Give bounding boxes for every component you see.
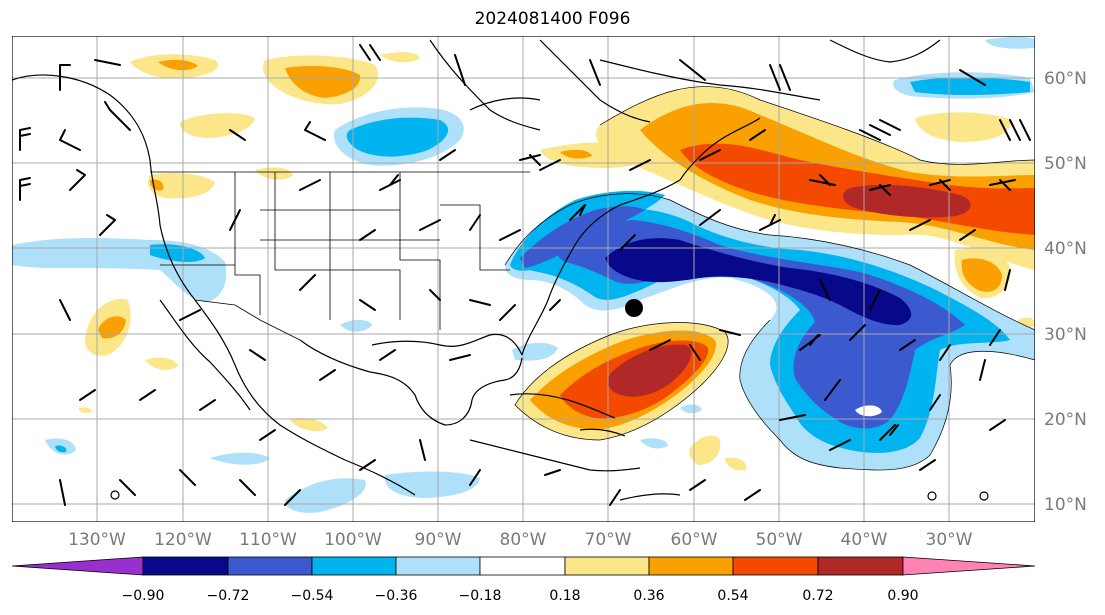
lon-label: 60°W [671, 530, 718, 550]
colorbar-tick: 0.72 [802, 588, 833, 604]
positive-anomaly-shading [78, 52, 1035, 471]
colorbar-tick: −0.54 [291, 588, 334, 604]
coastlines [12, 39, 989, 501]
colorbar-segment [732, 556, 819, 576]
storm-position-marker [625, 299, 643, 317]
colorbar-segment [479, 556, 566, 576]
negative-anomaly-shading [12, 37, 1035, 513]
lon-label: 90°W [415, 530, 462, 550]
lat-label: 50°N [1044, 154, 1087, 174]
map-panel [12, 36, 1035, 522]
colorbar-tick: 0.54 [717, 588, 748, 604]
lon-label: 70°W [585, 530, 632, 550]
graticule [12, 36, 1035, 522]
colorbar [11, 556, 1036, 576]
colorbar-tick: 0.36 [633, 588, 664, 604]
lon-label: 30°W [926, 530, 973, 550]
colorbar-tick: −0.72 [207, 588, 250, 604]
colorbar-tick-labels: −0.90 −0.72 −0.54 −0.36 −0.18 0.18 0.36 … [122, 588, 919, 604]
colorbar-segment [227, 556, 313, 576]
lat-label: 30°N [1044, 325, 1087, 345]
colorbar-tick: −0.90 [122, 588, 165, 604]
colorbar-tick: 0.90 [887, 588, 918, 604]
lon-label: 40°W [841, 530, 888, 550]
lat-label: 60°N [1044, 69, 1087, 89]
colorbar-segment [395, 556, 481, 576]
colorbar-segment [902, 556, 1036, 576]
longitude-labels: 130°W 120°W 110°W 100°W 90°W 80°W 70°W 6… [68, 530, 973, 550]
colorbar-segment [11, 556, 144, 576]
colorbar-segment [142, 556, 229, 576]
lon-label: 120°W [154, 530, 212, 550]
lon-label: 50°W [756, 530, 803, 550]
colorbar-segment [564, 556, 650, 576]
colorbar-tick: −0.18 [459, 588, 502, 604]
anomaly-contours [504, 86, 1035, 471]
colorbar-segment [648, 556, 734, 576]
latitude-labels: 60°N 50°N 40°N 30°N 20°N 10°N [1044, 69, 1087, 515]
lat-label: 20°N [1044, 410, 1087, 430]
colorbar-segment [817, 556, 904, 576]
lon-label: 110°W [239, 530, 297, 550]
lat-label: 40°N [1044, 239, 1087, 259]
wind-barbs [19, 44, 1031, 506]
lon-label: 100°W [324, 530, 382, 550]
lon-label: 80°W [500, 530, 547, 550]
colorbar-segment [311, 556, 397, 576]
colorbar-tick: −0.36 [375, 588, 418, 604]
map-title: 2024081400 F096 [474, 9, 631, 29]
lon-label: 130°W [68, 530, 126, 550]
lat-label: 10°N [1044, 495, 1087, 515]
political-borders [150, 171, 530, 341]
colorbar-tick: 0.18 [549, 588, 580, 604]
